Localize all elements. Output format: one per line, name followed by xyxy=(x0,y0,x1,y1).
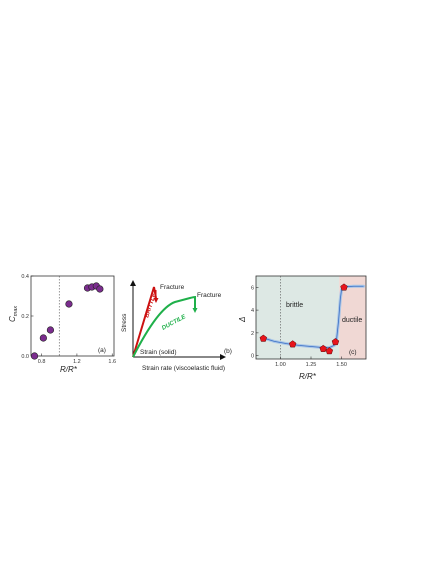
panel-a-ytick-label: 0.2 xyxy=(21,314,29,320)
panel-c-xtick-label: 1.50 xyxy=(336,362,347,368)
stress-label: Stress xyxy=(121,313,128,332)
brittle-region-label: brittle xyxy=(286,302,303,309)
panel-c-point xyxy=(325,347,334,355)
panel-c-label: (c) xyxy=(349,349,357,356)
panel-c-point xyxy=(288,340,297,348)
panel-a-point xyxy=(96,285,104,293)
strain-solid-label: Strain (solid) xyxy=(140,349,176,356)
panel-a: 0.8 1.2 1.6 0.0 0.2 0.4 (a) R/R* Cmax xyxy=(8,274,116,374)
panel-a-point xyxy=(65,300,73,308)
panel-a-point xyxy=(46,326,55,334)
panel-c-xtick-label: 1.00 xyxy=(275,362,286,368)
panel-c-points xyxy=(259,283,348,355)
brittle-label: BRITTLE xyxy=(144,292,158,319)
panel-c-ylabel: Δ xyxy=(238,317,247,323)
panel-c-ytick-label: 2 xyxy=(251,331,254,337)
panel-c-xlabel: R/R* xyxy=(299,372,317,381)
panel-a-xtick-label: 1.2 xyxy=(73,359,81,365)
svg-text:Cmax: Cmax xyxy=(8,306,19,322)
panel-c-xtick-label: 1.25 xyxy=(306,362,317,368)
panel-c-axes: 1.00 1.25 1.50 0 2 4 6 xyxy=(251,276,347,368)
brittle-curve xyxy=(132,286,157,358)
panel-a-axes: 0.8 1.2 1.6 0.0 0.2 0.4 xyxy=(21,274,116,365)
panel-b-label: (b) xyxy=(224,348,232,355)
panel-a-xtick-label: 0.8 xyxy=(38,359,46,365)
ductile-curve xyxy=(132,295,196,358)
panel-c-ytick-label: 6 xyxy=(251,285,254,291)
panel-a-xlabel: R/R* xyxy=(60,365,78,374)
panel-a-points xyxy=(30,282,104,360)
panel-a-xtick-label: 1.6 xyxy=(108,359,116,365)
panel-c-point xyxy=(331,338,340,346)
panel-c-point xyxy=(340,283,348,291)
panel-a-point xyxy=(39,334,47,342)
ductile-region-label: ductile xyxy=(342,317,362,324)
panel-c-ytick-label: 0 xyxy=(251,354,254,360)
panel-a-ylabel: Cmax xyxy=(8,306,19,322)
panel-b: Fracture Fracture BRITTLE DUCTILE Stress… xyxy=(121,280,232,372)
panel-a-label: (a) xyxy=(98,347,106,354)
panel-c-point xyxy=(259,334,268,342)
panel-a-ylabel-sub: max xyxy=(13,306,19,317)
panel-a-ylabel-main: C xyxy=(8,316,17,322)
panel-c: 1.00 1.25 1.50 0 2 4 6 brittle ductile (c) R/R… xyxy=(238,275,367,381)
panel-a-ytick-label: 0.0 xyxy=(21,354,29,360)
panel-a-ytick-label: 0.4 xyxy=(21,274,29,280)
strain-rate-label: Strain rate (viscoelastic fluid) xyxy=(142,365,225,372)
panel-a-point xyxy=(30,352,39,360)
ductile-label: DUCTILE xyxy=(161,314,188,332)
fracture-label-ductile: Fracture xyxy=(197,292,222,299)
panel-c-point xyxy=(319,344,327,352)
fracture-label-brittle: Fracture xyxy=(160,284,185,291)
panel-c-ytick-label: 4 xyxy=(251,308,254,314)
